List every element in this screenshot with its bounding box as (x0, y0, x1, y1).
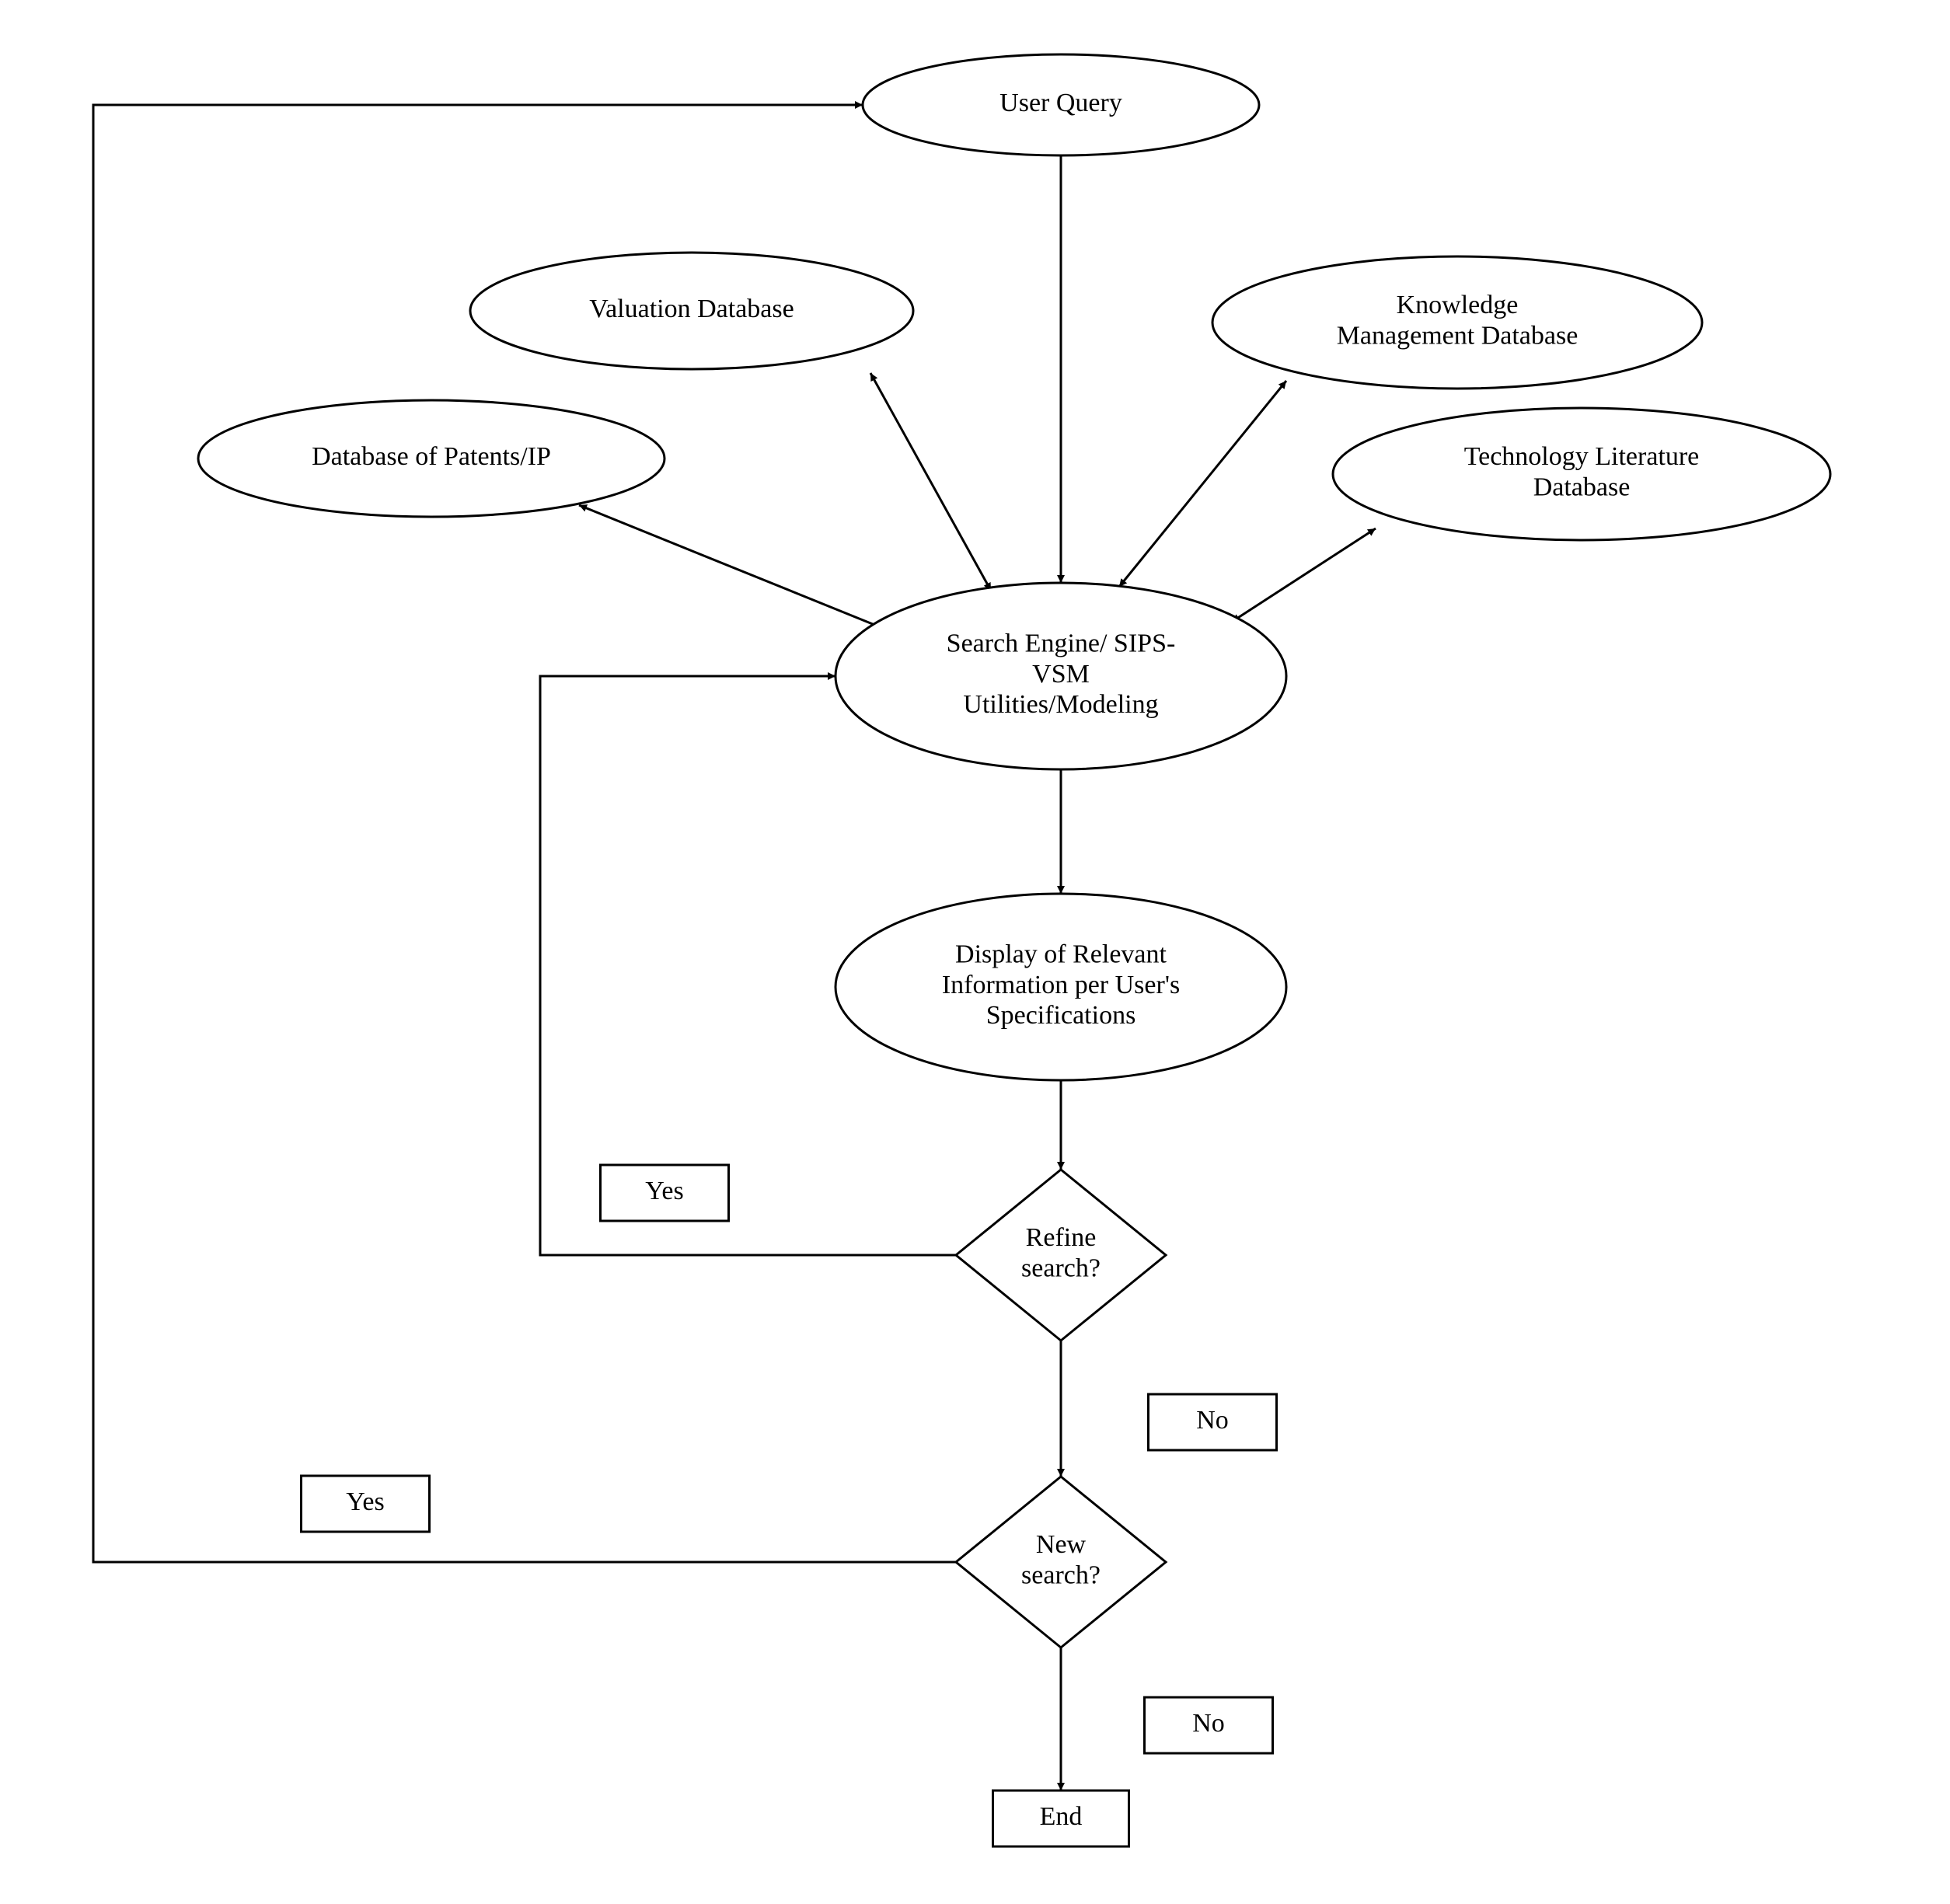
node-search_engine: Search Engine/ SIPS-VSMUtilities/Modelin… (835, 583, 1286, 769)
nodes-group: User Query Valuation Database KnowledgeMan… (198, 54, 1830, 1846)
node-user_query: User Query (863, 54, 1259, 155)
node-yes1: Yes (601, 1165, 729, 1221)
node-user_query-label-line-0: User Query (999, 89, 1122, 117)
node-search_engine-label-line-0: Search Engine/ SIPS- (947, 629, 1176, 658)
node-no1-label-line-0: No (1196, 1406, 1229, 1435)
node-search_engine-label-line-1: VSM (1032, 660, 1090, 689)
edge (1119, 381, 1286, 587)
flowchart: User Query Valuation Database KnowledgeMan… (0, 0, 1950, 1904)
node-refine: Refinesearch? (956, 1170, 1166, 1341)
node-techlit_db: Technology LiteratureDatabase (1333, 408, 1830, 540)
node-patents_db: Database of Patents/IP (198, 400, 665, 517)
node-knowledge_db-label-line-1: Management Database (1337, 321, 1578, 350)
edge (579, 505, 886, 629)
node-techlit_db-label-line-1: Database (1533, 473, 1631, 501)
node-techlit_db-label-line-0: Technology Literature (1464, 442, 1700, 471)
node-valuation_db: Valuation Database (470, 253, 913, 369)
node-new_search: Newsearch? (956, 1477, 1166, 1648)
node-search_engine-label-line-2: Utilities/Modeling (963, 690, 1158, 719)
node-display-label-line-1: Information per User's (942, 971, 1180, 999)
node-knowledge_db-label-line-0: Knowledge (1397, 291, 1519, 319)
node-valuation_db-label-line-0: Valuation Database (589, 295, 794, 323)
node-refine-label-line-0: Refine (1026, 1223, 1097, 1252)
node-no1: No (1149, 1394, 1277, 1450)
node-no2-label-line-0: No (1192, 1709, 1225, 1738)
node-new_search-label-line-0: New (1036, 1530, 1087, 1559)
node-yes1-label-line-0: Yes (645, 1177, 683, 1205)
node-end-label-line-0: End (1040, 1802, 1083, 1831)
node-display-label-line-2: Specifications (986, 1001, 1136, 1030)
node-yes2-label-line-0: Yes (346, 1487, 384, 1516)
node-refine-label-line-1: search? (1021, 1254, 1101, 1282)
edge (1232, 528, 1376, 622)
node-display-label-line-0: Display of Relevant (955, 940, 1167, 969)
edge (870, 373, 991, 591)
node-end: End (993, 1791, 1129, 1846)
node-patents_db-label-line-0: Database of Patents/IP (312, 442, 551, 471)
node-knowledge_db: KnowledgeManagement Database (1212, 256, 1702, 389)
node-no2: No (1145, 1697, 1273, 1753)
node-new_search-label-line-1: search? (1021, 1561, 1101, 1589)
node-display: Display of RelevantInformation per User'… (835, 894, 1286, 1080)
node-yes2: Yes (302, 1476, 430, 1532)
